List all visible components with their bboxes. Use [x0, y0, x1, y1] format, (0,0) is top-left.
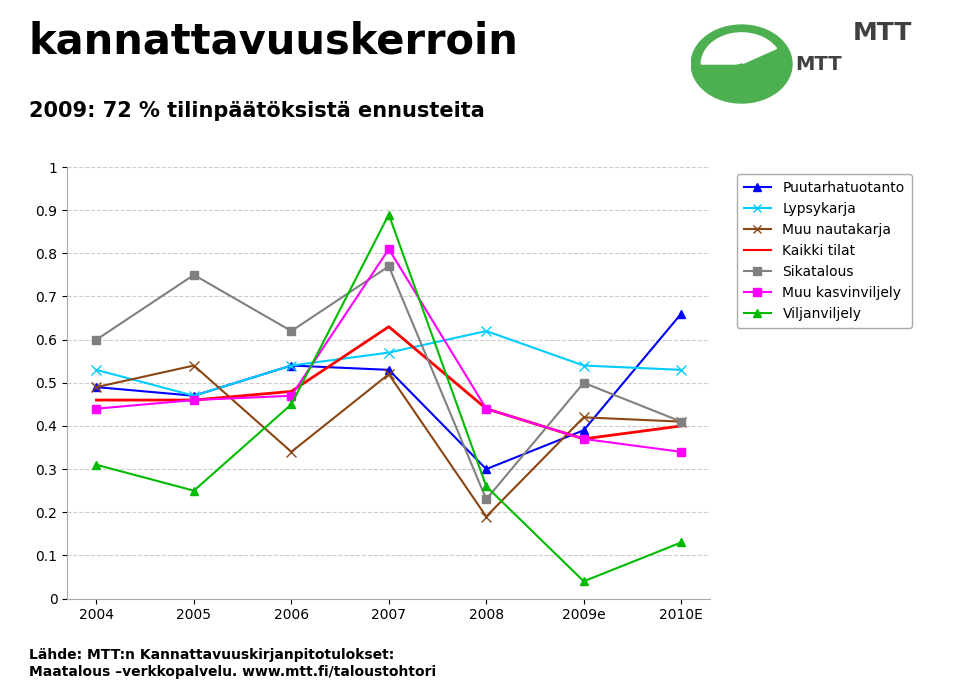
Muu kasvinviljely — [285, 392, 297, 400]
Viljanviljely — [676, 538, 687, 546]
Viljanviljely — [90, 461, 102, 469]
Muu nautakarja — [578, 413, 589, 422]
Line: Muu nautakarja: Muu nautakarja — [91, 361, 686, 521]
Puutarhatuotanto — [578, 426, 589, 434]
Kaikki tilat — [90, 396, 102, 404]
Viljanviljely — [285, 400, 297, 409]
Sikatalous — [90, 335, 102, 344]
Kaikki tilat — [578, 435, 589, 443]
Muu nautakarja — [481, 512, 492, 521]
Kaikki tilat — [285, 387, 297, 395]
Lypsykarja — [90, 365, 102, 374]
Muu nautakarja — [676, 418, 687, 426]
Puutarhatuotanto — [383, 365, 395, 374]
Muu kasvinviljely — [188, 396, 200, 404]
Muu kasvinviljely — [383, 245, 395, 253]
Muu kasvinviljely — [90, 404, 102, 413]
Viljanviljely — [578, 577, 589, 585]
Lypsykarja — [481, 327, 492, 335]
Muu nautakarja — [285, 448, 297, 456]
Lypsykarja — [188, 392, 200, 400]
Lypsykarja — [578, 361, 589, 370]
Text: kannattavuuskerroin: kannattavuuskerroin — [29, 21, 518, 63]
Text: MTT: MTT — [795, 54, 842, 74]
Sikatalous — [676, 418, 687, 426]
Viljanviljely — [383, 210, 395, 219]
Lypsykarja — [285, 361, 297, 370]
Puutarhatuotanto — [481, 465, 492, 473]
Lypsykarja — [383, 349, 395, 357]
Line: Puutarhatuotanto: Puutarhatuotanto — [92, 310, 685, 473]
Viljanviljely — [481, 482, 492, 491]
Legend: Puutarhatuotanto, Lypsykarja, Muu nautakarja, Kaikki tilat, Sikatalous, Muu kasv: Puutarhatuotanto, Lypsykarja, Muu nautak… — [736, 174, 912, 328]
Text: Lähde: MTT:n Kannattavuuskirjanpitotulokset:
Maatalous –verkkopalvelu. www.mtt.f: Lähde: MTT:n Kannattavuuskirjanpitotulok… — [29, 649, 436, 679]
Puutarhatuotanto — [188, 392, 200, 400]
Line: Lypsykarja: Lypsykarja — [91, 326, 686, 401]
Kaikki tilat — [383, 322, 395, 331]
Circle shape — [691, 25, 792, 103]
Muu kasvinviljely — [481, 404, 492, 413]
Wedge shape — [717, 64, 766, 84]
Kaikki tilat — [481, 404, 492, 413]
Line: Kaikki tilat: Kaikki tilat — [96, 326, 682, 439]
Sikatalous — [481, 495, 492, 503]
Sikatalous — [188, 271, 200, 279]
Wedge shape — [701, 33, 777, 64]
Muu nautakarja — [383, 370, 395, 379]
Kaikki tilat — [188, 396, 200, 404]
Viljanviljely — [188, 487, 200, 495]
Puutarhatuotanto — [676, 310, 687, 318]
Kaikki tilat — [676, 422, 687, 430]
Text: MTT: MTT — [852, 21, 912, 45]
Text: 2009: 72 % tilinpäätöksistä ennusteita: 2009: 72 % tilinpäätöksistä ennusteita — [29, 101, 485, 121]
Sikatalous — [578, 379, 589, 387]
Muu kasvinviljely — [676, 448, 687, 456]
Puutarhatuotanto — [90, 383, 102, 391]
Muu nautakarja — [188, 361, 200, 370]
Muu nautakarja — [90, 383, 102, 391]
Puutarhatuotanto — [285, 361, 297, 370]
Lypsykarja — [676, 365, 687, 374]
Line: Muu kasvinviljely: Muu kasvinviljely — [92, 245, 685, 456]
Sikatalous — [383, 262, 395, 271]
Sikatalous — [285, 327, 297, 335]
Line: Sikatalous: Sikatalous — [92, 262, 685, 503]
Muu kasvinviljely — [578, 435, 589, 443]
Line: Viljanviljely: Viljanviljely — [92, 210, 685, 585]
